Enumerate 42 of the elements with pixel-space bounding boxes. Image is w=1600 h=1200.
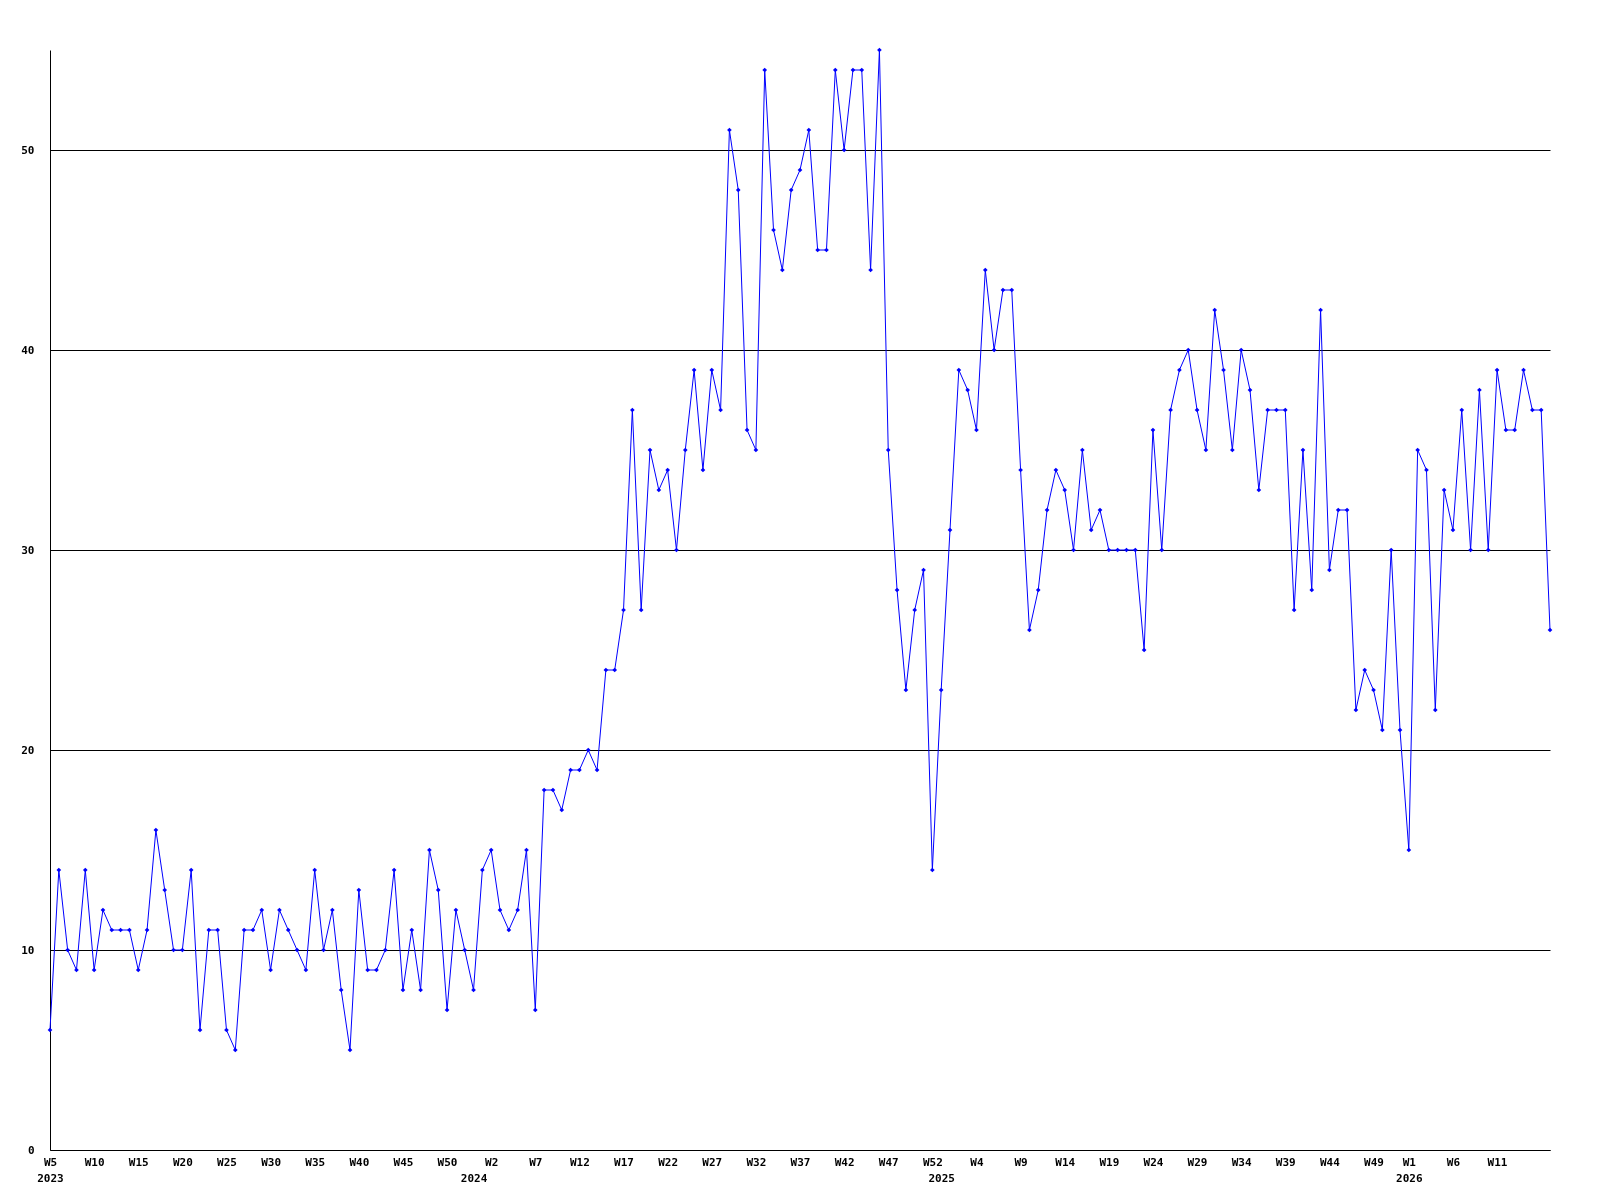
x-tick-label: W22: [658, 1155, 679, 1169]
x-tick-label: W40: [349, 1155, 370, 1169]
x-tick-label: W50: [437, 1155, 458, 1169]
x-tick-label: W37: [790, 1155, 811, 1169]
x-tick-label: W5 2023: [37, 1155, 64, 1185]
x-tick-label: W32: [746, 1155, 767, 1169]
x-tick-label: W45: [393, 1155, 414, 1169]
y-tick-label: 50: [21, 143, 35, 157]
x-tick-label: W27: [702, 1155, 723, 1169]
x-tick-label: W19: [1099, 1155, 1120, 1169]
x-tick-label: W29: [1187, 1155, 1208, 1169]
x-tick-label: W24: [1143, 1155, 1164, 1169]
x-tick-label: 2024: [460, 1171, 488, 1185]
x-tick-label: W35: [305, 1155, 326, 1169]
x-tick-label: W39: [1275, 1155, 1296, 1169]
x-tick-label: W9: [1014, 1155, 1028, 1169]
x-tick-label: W7: [529, 1155, 543, 1169]
x-tick-label: W34: [1231, 1155, 1252, 1169]
y-tick-label: 20: [21, 743, 35, 757]
x-tick-label: W10: [84, 1155, 105, 1169]
x-tick-label: 2025: [928, 1171, 955, 1185]
x-tick-label: W2: [485, 1155, 499, 1169]
x-tick-label: W1 2026: [1396, 1155, 1423, 1185]
y-tick-label: 40: [21, 343, 35, 357]
x-tick-label: W42: [834, 1155, 855, 1169]
x-tick-label: W20: [172, 1155, 193, 1169]
x-tick-label: W47: [878, 1155, 899, 1169]
x-tick-label: W14: [1055, 1155, 1076, 1169]
y-tick-label: 30: [21, 543, 35, 557]
x-tick-label: W4: [970, 1155, 984, 1169]
x-tick-label: W44: [1319, 1155, 1341, 1169]
x-tick-label: W49: [1364, 1155, 1384, 1169]
x-tick-label: W6: [1446, 1155, 1461, 1169]
x-tick-label: W15: [128, 1155, 149, 1169]
x-tick-label: W52: [922, 1155, 943, 1169]
x-tick-label: W17: [614, 1155, 634, 1169]
x-tick-label: W12: [569, 1155, 590, 1169]
y-tick-label: 0: [27, 1143, 35, 1157]
y-tick-label: 10: [21, 943, 35, 957]
x-tick-label: W25: [217, 1155, 237, 1169]
x-tick-label: W11: [1487, 1155, 1508, 1169]
x-tick-label: W30: [261, 1155, 282, 1169]
